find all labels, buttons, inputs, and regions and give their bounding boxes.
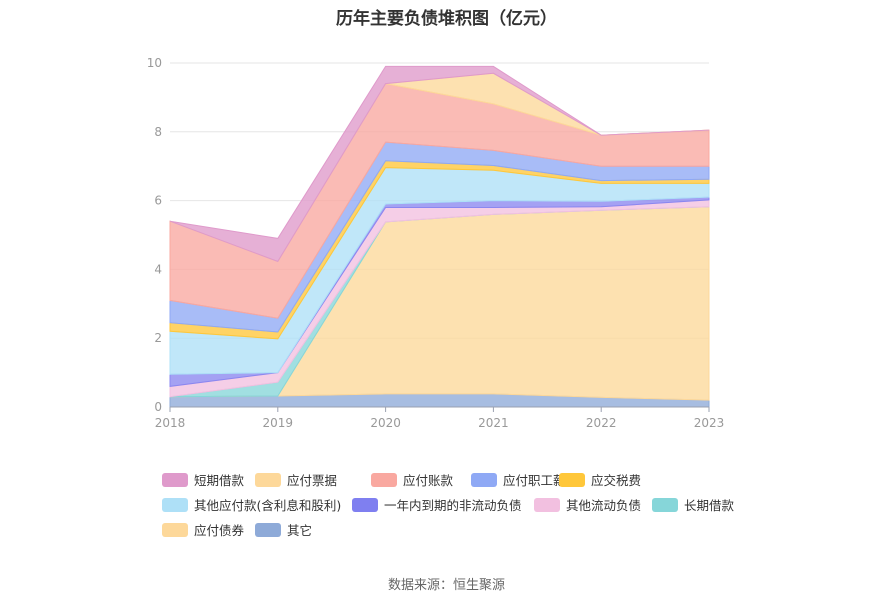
legend-swatch xyxy=(371,472,397,487)
legend-swatch xyxy=(471,472,497,487)
chart-title: 历年主要负债堆积图（亿元） xyxy=(336,9,557,29)
y-tick-label: 2 xyxy=(154,331,162,345)
legend-swatch xyxy=(559,472,585,487)
legend-label: 应付票据 xyxy=(287,473,338,488)
legend-swatch xyxy=(162,497,188,512)
legend-swatch xyxy=(534,497,560,512)
legend-label: 长期借款 xyxy=(684,498,735,513)
legend-label: 短期借款 xyxy=(194,473,245,488)
legend-label: 应付债券 xyxy=(194,523,245,538)
y-tick-label: 6 xyxy=(154,194,162,208)
x-tick-label: 2019 xyxy=(263,416,294,430)
legend-label: 其他应付款(含利息和股利) xyxy=(194,498,342,513)
x-tick-label: 2021 xyxy=(478,416,509,430)
legend-item[interactable]: 其它 xyxy=(255,520,312,539)
legend-label: 其它 xyxy=(287,523,313,538)
legend-item[interactable]: 长期借款 xyxy=(652,495,734,514)
x-tick-label: 2022 xyxy=(586,416,617,430)
area-series-短期借款[interactable] xyxy=(169,65,710,263)
x-tick-label: 2020 xyxy=(370,416,401,430)
legend-label: 一年内到期的非流动负债 xyxy=(384,498,522,513)
legend-label: 其他流动负债 xyxy=(566,498,642,513)
legend-swatch xyxy=(652,497,678,512)
legend-swatch xyxy=(255,472,281,487)
x-tick-label: 2023 xyxy=(694,416,725,430)
legend-swatch xyxy=(162,522,188,537)
data-source-note: 数据来源：恒生聚源 xyxy=(387,578,505,593)
y-tick-label: 10 xyxy=(147,56,162,70)
legend-item[interactable]: 其他流动负债 xyxy=(534,495,641,514)
legend-label: 应交税费 xyxy=(591,473,642,488)
legend-item[interactable]: 应付账款 xyxy=(371,470,453,489)
x-tick-label: 2018 xyxy=(155,416,186,430)
y-tick-label: 8 xyxy=(154,125,162,139)
x-axis: 2018 2019 2020 2021 2022 2023 xyxy=(155,406,725,430)
stacked-area-chart: 0 2 4 6 8 10 2018 2019 2020 2021 2022 2023 xyxy=(147,56,725,430)
y-tick-label: 4 xyxy=(154,262,162,276)
y-tick-label: 0 xyxy=(154,400,162,414)
legend-swatch xyxy=(255,522,281,537)
legend-item[interactable]: 一年内到期的非流动负债 xyxy=(352,495,522,514)
legend-item[interactable]: 短期借款 xyxy=(162,470,244,489)
legend-item[interactable]: 应付债券 xyxy=(162,520,244,539)
y-axis: 0 2 4 6 8 10 xyxy=(147,56,162,414)
legend-item[interactable]: 应付票据 xyxy=(255,470,337,489)
legend-item[interactable]: 应交税费 xyxy=(559,470,641,489)
area-series-group xyxy=(169,65,710,408)
legend-swatch xyxy=(352,497,378,512)
legend-swatch xyxy=(162,472,188,487)
legend-label: 应付账款 xyxy=(403,473,454,488)
legend-item[interactable]: 其他应付款(含利息和股利) xyxy=(162,495,341,514)
